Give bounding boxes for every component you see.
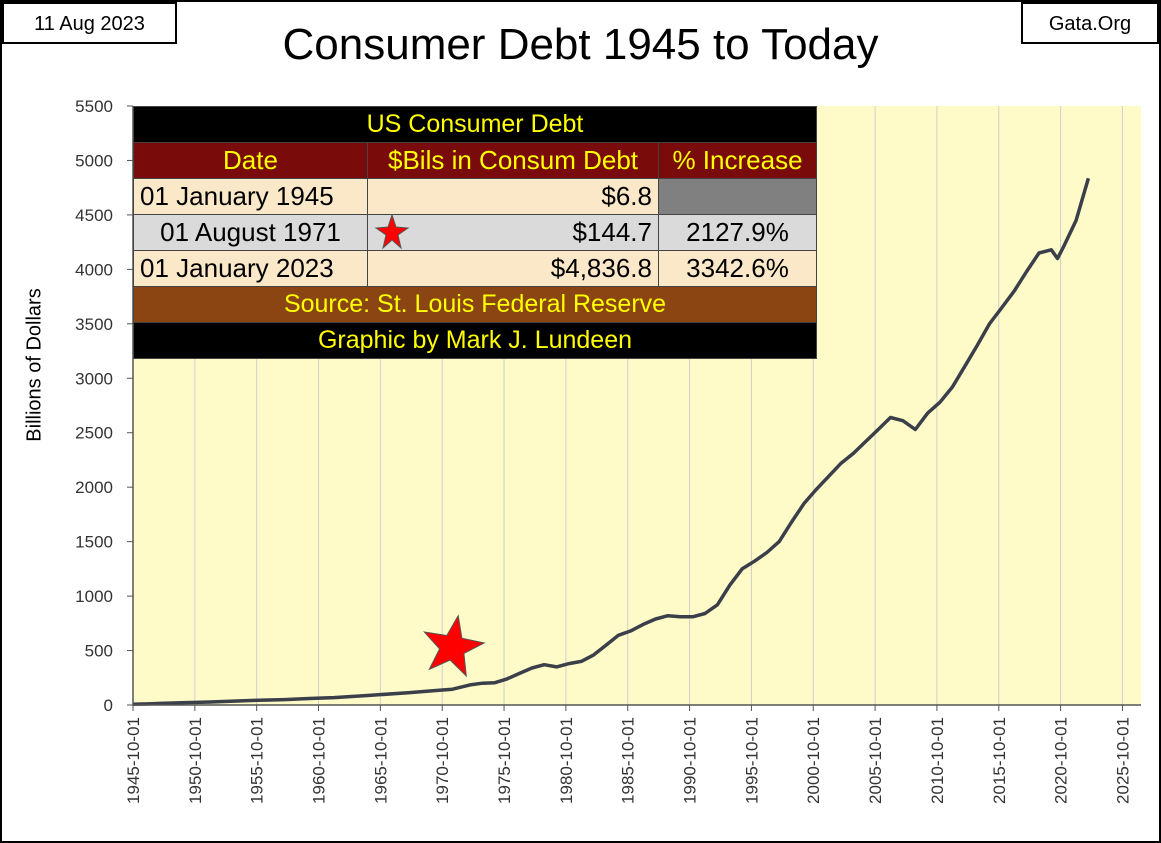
- table-credit: Graphic by Mark J. Lundeen: [132, 322, 818, 359]
- y-tick-label: 0: [104, 696, 113, 715]
- y-tick-label: 1500: [75, 533, 113, 552]
- row-date: 01 January 2023: [133, 250, 368, 287]
- x-tick-label: 1950-10-01: [186, 717, 205, 804]
- table-row: 01 August 1971 $144.7 2127.9%: [133, 214, 818, 251]
- row-pct: [657, 178, 818, 215]
- row-value-cell: $144.7: [367, 214, 659, 251]
- x-tick-label: 2000-10-01: [804, 717, 823, 804]
- consumer-debt-table: US Consumer Debt Date $Bils in Consum De…: [132, 106, 818, 359]
- x-tick-label: 2015-10-01: [990, 717, 1009, 804]
- row-value: $4,836.8: [367, 250, 659, 287]
- row-date: 01 August 1971: [133, 214, 368, 251]
- y-tick-label: 1000: [75, 587, 113, 606]
- star-icon: [374, 215, 410, 250]
- table-source: Source: St. Louis Federal Reserve: [132, 286, 818, 323]
- x-tick-label: 1945-10-01: [124, 717, 143, 804]
- y-tick-label: 4000: [75, 260, 113, 279]
- row-value: $144.7: [572, 217, 652, 247]
- x-axis-ticks: 1945-10-01 1950-10-01 1955-10-01 1960-10-01…: [124, 705, 1132, 804]
- row-date: 01 January 1945: [133, 178, 368, 215]
- y-axis-label: Billions of Dollars: [23, 288, 46, 442]
- x-tick-label: 1970-10-01: [433, 717, 452, 804]
- y-tick-label: 2500: [75, 424, 113, 443]
- y-tick-label: 2000: [75, 478, 113, 497]
- star-marker-1971: [422, 614, 486, 678]
- table-row: 01 January 2023 $4,836.8 3342.6%: [133, 250, 818, 287]
- y-tick-label: 500: [85, 642, 113, 661]
- x-tick-label: 1985-10-01: [619, 717, 638, 804]
- y-tick-label: 5500: [75, 97, 113, 116]
- table-header-row: Date $Bils in Consum Debt % Increase: [133, 142, 818, 179]
- chart-title: Consumer Debt 1945 to Today: [282, 20, 879, 69]
- x-tick-label: 2005-10-01: [866, 717, 885, 804]
- table-title: US Consumer Debt: [132, 106, 818, 143]
- y-tick-label: 3000: [75, 369, 113, 388]
- table-title-row: US Consumer Debt: [132, 106, 818, 143]
- x-tick-label: 1960-10-01: [310, 717, 329, 804]
- x-tick-label: 1965-10-01: [371, 717, 390, 804]
- row-pct: 2127.9%: [657, 214, 818, 251]
- x-tick-label: 1980-10-01: [557, 717, 576, 804]
- date-stamp: 11 Aug 2023: [2, 2, 177, 44]
- x-tick-label: 1955-10-01: [248, 717, 267, 804]
- y-tick-label: 5000: [75, 151, 113, 170]
- x-tick-label: 2020-10-01: [1052, 717, 1071, 804]
- x-tick-label: 1975-10-01: [495, 717, 514, 804]
- header-date: Date: [133, 142, 368, 179]
- table-row: 01 January 1945 $6.8: [133, 178, 818, 215]
- header-pct: % Increase: [657, 142, 818, 179]
- table-credit-row: Graphic by Mark J. Lundeen: [132, 322, 818, 359]
- x-tick-label: 2010-10-01: [928, 717, 947, 804]
- consumer-debt-line: [132, 177, 1091, 707]
- x-tick-label: 2025-10-01: [1113, 717, 1132, 804]
- header-value: $Bils in Consum Debt: [367, 142, 659, 179]
- y-tick-label: 3500: [75, 315, 113, 334]
- row-pct: 3342.6%: [657, 250, 818, 287]
- x-tick-label: 1990-10-01: [681, 717, 700, 804]
- y-axis-ticks: 0 500 1000 1500 2000 2500 3000 3500 4000 4500 5000…: [75, 97, 133, 715]
- x-tick-label: 1995-10-01: [742, 717, 761, 804]
- site-label: Gata.Org: [1021, 2, 1159, 44]
- y-tick-label: 4500: [75, 206, 113, 225]
- table-source-row: Source: St. Louis Federal Reserve: [132, 286, 818, 323]
- row-value: $6.8: [367, 178, 659, 215]
